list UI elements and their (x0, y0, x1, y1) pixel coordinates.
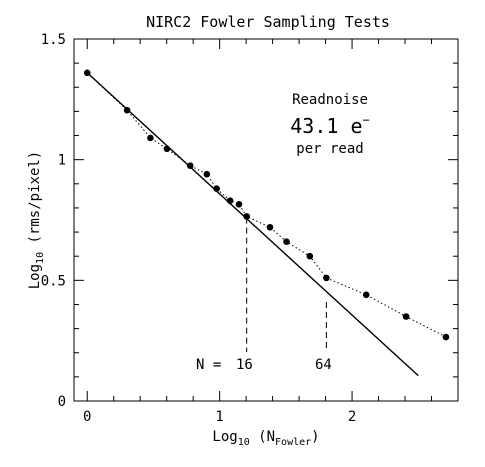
x-axis-label: Log10 (NFowler) (212, 429, 319, 448)
data-point-10 (266, 223, 274, 231)
y-tick-label-3: 1.5 (41, 32, 66, 48)
data-points (83, 69, 450, 341)
data-point-8 (235, 201, 243, 208)
data-point-0 (83, 69, 91, 77)
data-point-5 (203, 170, 211, 178)
y-tick-label-1: 0.5 (41, 273, 66, 289)
chart-title: NIRC2 Fowler Sampling Tests (146, 13, 390, 31)
data-point-13 (323, 274, 330, 282)
data-dotted-line (86, 72, 447, 338)
data-point-7 (226, 197, 234, 204)
annotation-value: 43.1 e− (290, 113, 369, 138)
y-tick-label-0: 0 (58, 394, 66, 410)
data-point-1 (123, 106, 131, 114)
x-tick-label-1: 1 (215, 409, 223, 425)
y-axis-label: Log10 (rms/pixel) (27, 151, 46, 290)
data-point-3 (163, 145, 171, 153)
data-point-16 (442, 333, 450, 341)
y-tick-label-2: 1 (58, 153, 66, 169)
axis-ticks (74, 38, 458, 402)
annotation-readnoise: Readnoise (292, 92, 368, 108)
data-point-9 (243, 213, 250, 220)
data-point-12 (306, 252, 314, 260)
data-point-6 (213, 185, 220, 192)
marker-label-16: 16 (236, 357, 253, 373)
axis-tick-labels: 0 1 2 0 0.5 1 1.5 (41, 32, 357, 425)
x-tick-label-0: 0 (83, 409, 91, 425)
marker-label-64: 64 (315, 357, 332, 373)
data-point-4 (186, 162, 194, 169)
x-tick-label-2: 2 (348, 409, 356, 425)
data-point-15 (402, 313, 410, 320)
data-point-11 (283, 238, 290, 246)
marker-prefix: N = (196, 357, 221, 373)
annotation-per-read: per read (296, 141, 363, 157)
data-point-14 (362, 291, 370, 299)
plot-frame (73, 38, 459, 402)
fit-line (86, 72, 419, 377)
data-point-2 (147, 134, 154, 142)
